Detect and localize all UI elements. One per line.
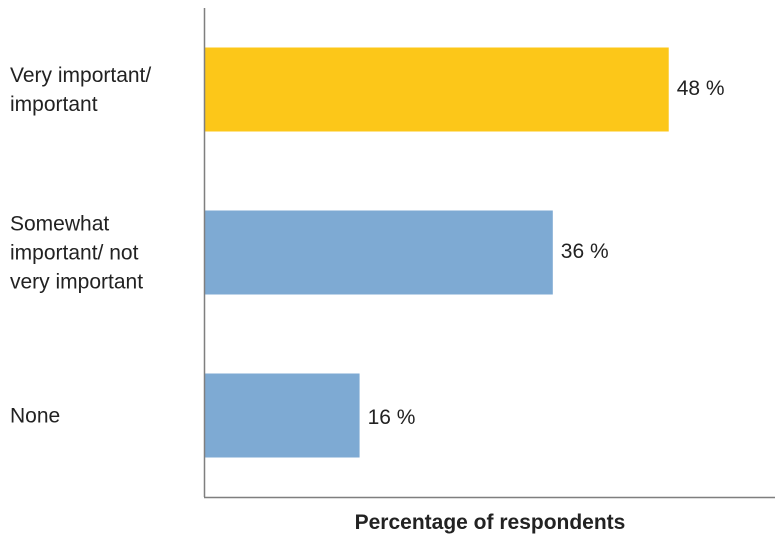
value-label-0: 48 % — [676, 76, 725, 100]
category-label-2: None — [10, 404, 61, 427]
category-label-0: Very important/ important — [10, 63, 152, 116]
value-label-1: 36 % — [560, 239, 609, 263]
x-axis-title: Percentage of respondents — [354, 511, 626, 534]
bar-0 — [205, 47, 669, 132]
bars-group — [205, 47, 669, 458]
bar-2 — [205, 373, 360, 458]
bar-1 — [205, 210, 553, 295]
category-label-1: Somewhat important/ not very important — [10, 212, 144, 293]
value-label-2: 16 % — [367, 405, 416, 429]
